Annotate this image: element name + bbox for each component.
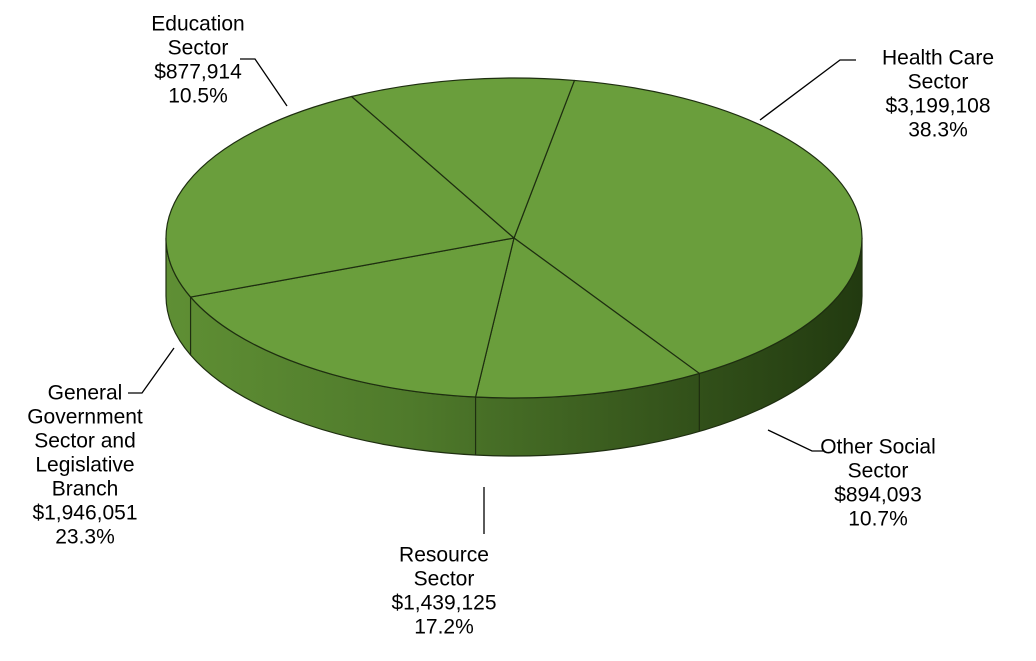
slice-general-government-sector-and-legislative-branch: [165, 95, 515, 298]
percent-label: 10.5%: [168, 85, 228, 108]
leader-line-education-sector: [240, 58, 288, 107]
category-label: Branch: [52, 478, 119, 501]
percent-label: 23.3%: [55, 526, 115, 549]
leader-line-health-care-sector: [759, 59, 856, 121]
leader-line-other-social-sector: [767, 429, 824, 452]
category-label: Other Social: [820, 436, 936, 459]
category-label: Legislative: [35, 454, 134, 477]
leader-lines: [128, 58, 856, 534]
value-label: $3,199,108: [885, 95, 990, 118]
value-label: $894,093: [834, 484, 922, 507]
value-label: $1,946,051: [32, 502, 137, 525]
category-label: Sector: [414, 568, 475, 591]
percent-label: 17.2%: [414, 616, 474, 639]
slice-education-sector: [350, 77, 576, 239]
category-label: Government: [27, 406, 143, 429]
category-label: General: [48, 382, 123, 405]
slice-health-care-sector: [513, 79, 863, 375]
slice-other-social-sector: [474, 237, 700, 399]
category-label: Resource: [399, 544, 489, 567]
leader-line-general-government-sector-and-legislative-branch: [128, 347, 175, 394]
category-label: Health Care: [882, 47, 994, 70]
value-label: $1,439,125: [391, 592, 496, 615]
value-label: $877,914: [154, 61, 242, 84]
category-label: Education: [151, 13, 244, 36]
pie-slices: [165, 77, 863, 399]
category-label: Sector: [908, 71, 969, 94]
percent-label: 38.3%: [908, 119, 968, 142]
category-label: Sector: [848, 460, 909, 483]
category-label: Sector: [168, 37, 229, 60]
slice-resource-sector: [189, 237, 515, 398]
percent-label: 10.7%: [848, 508, 908, 531]
category-label: Sector and: [34, 430, 136, 453]
